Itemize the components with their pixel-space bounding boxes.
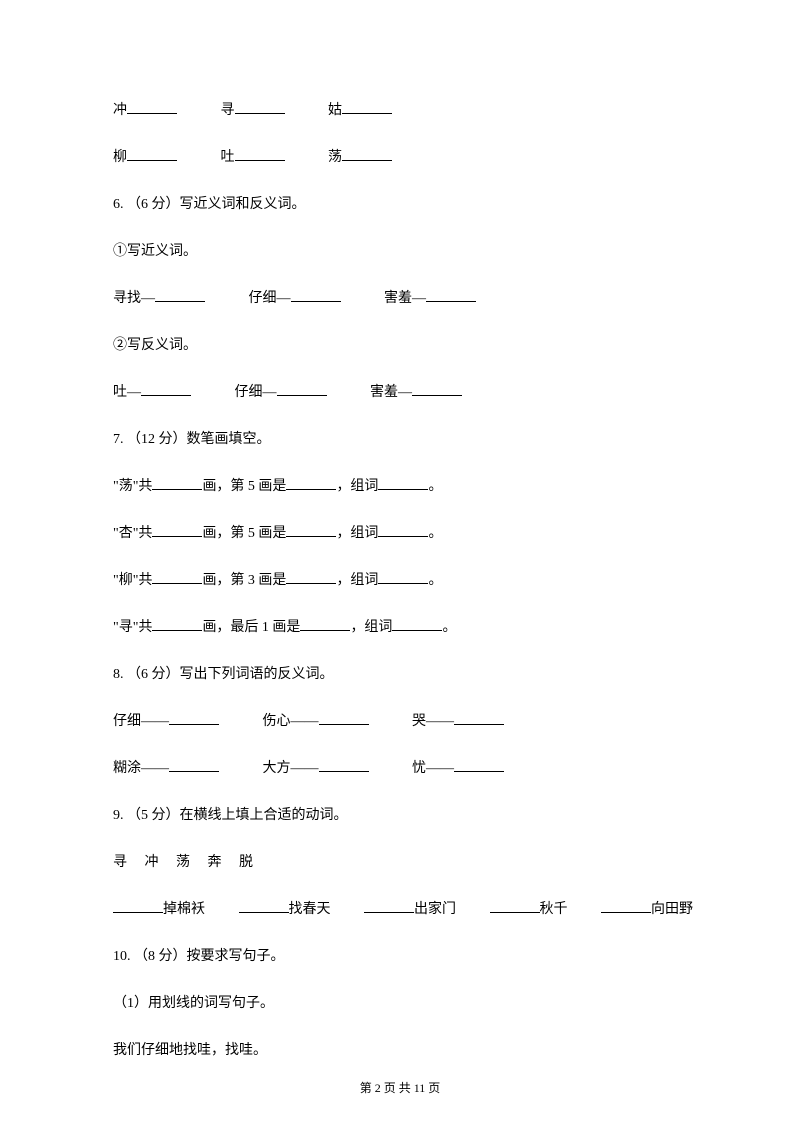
char-3: 姑: [328, 103, 342, 118]
word: 害羞—: [384, 291, 426, 306]
q6-sub1-items: 寻找— 仔细— 害羞—: [113, 288, 687, 309]
fill-line-1: 冲 寻 姑: [113, 100, 687, 121]
text: 。: [428, 573, 442, 588]
blank: [342, 100, 392, 114]
document-content: 冲 寻 姑 柳 吐 荡 6. （6 分）写近义词和反义词。 ①写近义词。 寻找—…: [0, 0, 800, 1147]
fill-line-2: 柳 吐 荡: [113, 147, 687, 168]
text: 。: [428, 526, 442, 541]
text: 画，第 5 画是: [202, 479, 286, 494]
q6-sub2: ②写反义词。: [113, 335, 687, 356]
blank: [152, 523, 202, 537]
fill: 向田野: [651, 902, 693, 917]
word: 糊涂——: [113, 761, 169, 776]
word: 害羞—: [370, 385, 412, 400]
blank: [364, 899, 414, 913]
fill: 秋千: [540, 902, 568, 917]
blank: [601, 899, 651, 913]
q6-sub2-items: 吐— 仔细— 害羞—: [113, 382, 687, 403]
word: 吐—: [113, 385, 141, 400]
blank: [454, 758, 504, 772]
char-2: 寻: [221, 103, 235, 118]
blank: [319, 711, 369, 725]
blank: [300, 617, 350, 631]
q7-title: 7. （12 分）数笔画填空。: [113, 429, 687, 450]
char-3: 荡: [328, 150, 342, 165]
word: 伤心——: [263, 714, 319, 729]
text: ，组词: [336, 526, 378, 541]
blank: [113, 899, 163, 913]
fill: 出家门: [414, 902, 456, 917]
blank: [169, 758, 219, 772]
word: 仔细——: [113, 714, 169, 729]
blank: [454, 711, 504, 725]
blank: [286, 570, 336, 584]
char-2: 吐: [221, 150, 235, 165]
q7-item-1: "荡"共 画，第 5 画是 ，组词 。: [113, 476, 687, 497]
q10-title: 10. （8 分）按要求写句子。: [113, 946, 687, 967]
word: 仔细—: [249, 291, 291, 306]
q9-words: 寻 冲 荡 奔 脱: [113, 852, 687, 873]
text: ，组词: [336, 573, 378, 588]
blank: [490, 899, 540, 913]
blank: [169, 711, 219, 725]
q9-title: 9. （5 分）在横线上填上合适的动词。: [113, 805, 687, 826]
blank: [141, 382, 191, 396]
text: ，组词: [350, 620, 392, 635]
blank: [152, 570, 202, 584]
blank: [152, 476, 202, 490]
q6-sub1: ①写近义词。: [113, 241, 687, 262]
q9-fills: 掉棉袄 找春天 出家门 秋千 向田野: [113, 899, 687, 920]
blank: [235, 147, 285, 161]
char-1: 冲: [113, 103, 127, 118]
word: 寻找—: [113, 291, 155, 306]
page-footer: 第 2 页 共 11 页: [0, 1079, 800, 1096]
blank: [286, 523, 336, 537]
q7-item-3: "柳"共 画，第 3 画是 ，组词 。: [113, 570, 687, 591]
q10-text: 我们仔细地找哇，找哇。: [113, 1040, 687, 1061]
text: "荡"共: [113, 479, 152, 494]
text: 画，最后 1 画是: [202, 620, 300, 635]
q8-row-1: 仔细—— 伤心—— 哭——: [113, 711, 687, 732]
fill: 找春天: [289, 902, 331, 917]
word: 大方——: [263, 761, 319, 776]
blank: [286, 476, 336, 490]
text: "杏"共: [113, 526, 152, 541]
q10-sub1: （1）用划线的词写句子。: [113, 993, 687, 1014]
q7-item-4: "寻"共 画，最后 1 画是 ，组词 。: [113, 617, 687, 638]
blank: [412, 382, 462, 396]
blank: [291, 288, 341, 302]
blank: [378, 570, 428, 584]
q8-title: 8. （6 分）写出下列词语的反义词。: [113, 664, 687, 685]
blank: [392, 617, 442, 631]
blank: [378, 476, 428, 490]
blank: [127, 100, 177, 114]
blank: [342, 147, 392, 161]
text: "柳"共: [113, 573, 152, 588]
text: 画，第 3 画是: [202, 573, 286, 588]
word: 哭——: [412, 714, 454, 729]
text: "寻"共: [113, 620, 152, 635]
blank: [235, 100, 285, 114]
blank: [127, 147, 177, 161]
fill: 掉棉袄: [163, 902, 205, 917]
text: 。: [442, 620, 456, 635]
q7-item-2: "杏"共 画，第 5 画是 ，组词 。: [113, 523, 687, 544]
q6-title: 6. （6 分）写近义词和反义词。: [113, 194, 687, 215]
text: ，组词: [336, 479, 378, 494]
blank: [239, 899, 289, 913]
text: 。: [428, 479, 442, 494]
blank: [277, 382, 327, 396]
blank: [155, 288, 205, 302]
blank: [378, 523, 428, 537]
char-1: 柳: [113, 150, 127, 165]
q8-row-2: 糊涂—— 大方—— 忧——: [113, 758, 687, 779]
word: 忧——: [412, 761, 454, 776]
blank: [426, 288, 476, 302]
blank: [152, 617, 202, 631]
word: 仔细—: [235, 385, 277, 400]
text: 画，第 5 画是: [202, 526, 286, 541]
blank: [319, 758, 369, 772]
